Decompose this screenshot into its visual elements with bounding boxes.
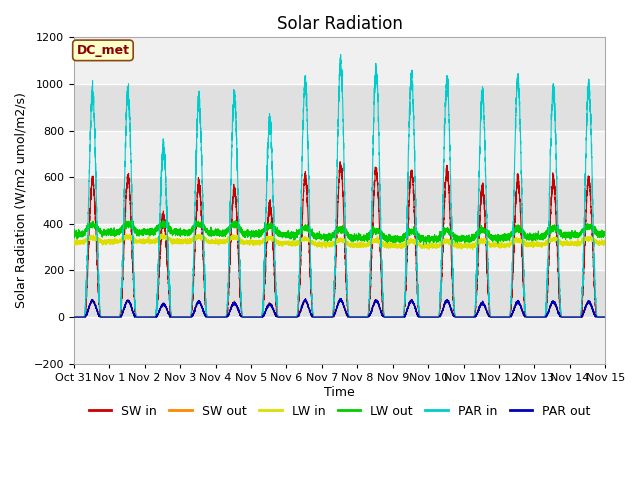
Bar [74, 131, 605, 177]
Bar [74, 270, 605, 317]
Title: Solar Radiation: Solar Radiation [276, 15, 403, 33]
Bar [74, 37, 605, 84]
Bar [74, 224, 605, 270]
Bar [74, 177, 605, 224]
Bar [74, 317, 605, 364]
Text: DC_met: DC_met [76, 44, 129, 57]
Bar [74, 84, 605, 131]
Legend: SW in, SW out, LW in, LW out, PAR in, PAR out: SW in, SW out, LW in, LW out, PAR in, PA… [84, 400, 596, 423]
X-axis label: Time: Time [324, 385, 355, 398]
Y-axis label: Solar Radiation (W/m2 umol/m2/s): Solar Radiation (W/m2 umol/m2/s) [15, 93, 28, 309]
